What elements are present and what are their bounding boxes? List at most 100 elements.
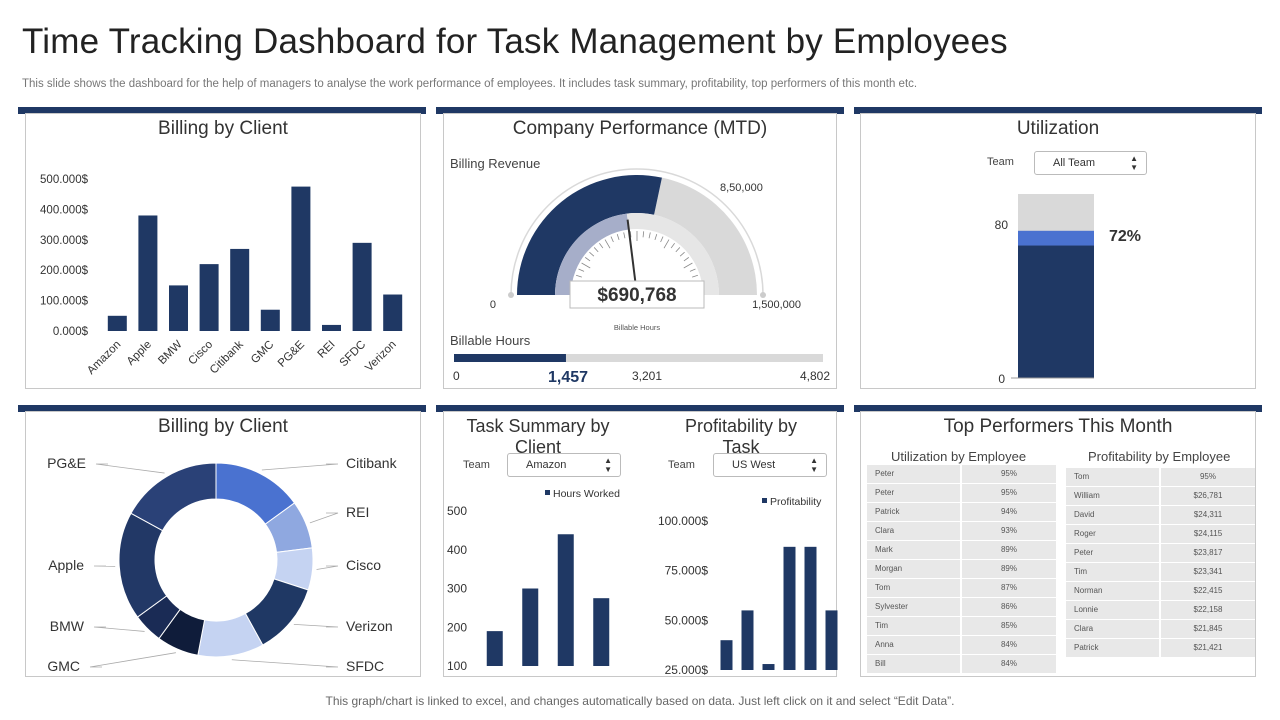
y-tick-label: 300.000$ bbox=[40, 235, 89, 247]
panel-title: Utilization bbox=[1016, 118, 1100, 139]
table-row: Anna 84% bbox=[867, 636, 1056, 655]
hours-mid-label: 3,201 bbox=[632, 369, 662, 383]
donut-label: BMW bbox=[50, 618, 85, 634]
donut-leader-line bbox=[261, 463, 339, 471]
employee-value: 87% bbox=[962, 579, 1056, 597]
gauge-tick bbox=[589, 251, 595, 257]
billing-donut-chart[interactable]: Citibank REI Cisco Verizon SFDC GMC BMW Apple PG… bbox=[26, 412, 422, 678]
panel-title: Billing by Client bbox=[158, 118, 288, 139]
table-row: Lonnie $22,158 bbox=[1066, 601, 1255, 620]
hours-max-label: 4,802 bbox=[800, 369, 830, 383]
bar bbox=[260, 309, 280, 331]
gauge-value-arc bbox=[555, 213, 629, 295]
employee-name: Tom bbox=[1066, 468, 1159, 486]
donut-leader-line bbox=[95, 463, 165, 474]
employee-name: Patrick bbox=[1066, 639, 1159, 657]
task-summary-title: Task Summary by Client bbox=[466, 416, 610, 457]
profitability-table: Tom 95% William $26,781 David $24,311 Roger $24… bbox=[1066, 468, 1255, 658]
donut-leader-line bbox=[231, 659, 339, 668]
revenue-gauge[interactable]: $690,768 Billable Hours 0 1,500,000 8,50,000… bbox=[444, 114, 838, 390]
donut-leader-line bbox=[93, 626, 145, 632]
employee-value: $21,421 bbox=[1161, 639, 1255, 657]
billing-bar-chart[interactable]: 0.000$ 100.000$ 200.000$ 300.000$ 400.000$ 50… bbox=[26, 114, 422, 390]
bar bbox=[522, 588, 539, 666]
employee-name: Tom bbox=[867, 579, 960, 597]
table-row: Clara $21,845 bbox=[1066, 620, 1255, 639]
employee-value: $24,115 bbox=[1161, 525, 1255, 543]
y-tick-label: 300 bbox=[447, 582, 467, 596]
util-value-bar bbox=[1018, 245, 1094, 378]
employee-value: $23,817 bbox=[1161, 544, 1255, 562]
donut-label: Citibank bbox=[346, 455, 398, 471]
x-tick-label: Apple bbox=[125, 339, 154, 368]
table-row: Tim $23,341 bbox=[1066, 563, 1255, 582]
panel-accent-bar bbox=[18, 405, 426, 412]
donut-leader-line bbox=[89, 652, 176, 668]
table-row: Tom 95% bbox=[1066, 468, 1255, 487]
employee-value: 89% bbox=[962, 541, 1056, 559]
task-profit-charts[interactable]: Hours Worked Profitability 100 200 300 400 500… bbox=[444, 412, 838, 678]
bar bbox=[291, 186, 311, 331]
billing-by-client-donut-panel: Billing by Client Citibank REI Cisco Verizo… bbox=[25, 411, 421, 677]
employee-name: Bill bbox=[867, 655, 960, 673]
bar bbox=[138, 215, 158, 331]
employee-value: $26,781 bbox=[1161, 487, 1255, 505]
employee-value: $23,341 bbox=[1161, 563, 1255, 581]
updown-arrows-icon: ▲ ▼ bbox=[810, 456, 818, 474]
donut-label: REI bbox=[346, 504, 369, 520]
employee-value: 95% bbox=[1161, 468, 1255, 486]
employee-name: Mark bbox=[867, 541, 960, 559]
panel-title: Company Performance (MTD) bbox=[512, 118, 768, 139]
gauge-tick bbox=[576, 274, 582, 278]
profit-team-select[interactable]: US West ▲ ▼ bbox=[713, 453, 827, 477]
x-tick-label: BMW bbox=[156, 339, 184, 367]
table-row: Tim 85% bbox=[867, 617, 1056, 636]
top-performers-panel: Top Performers This Month Utilization by… bbox=[860, 411, 1256, 677]
hours-fill bbox=[454, 354, 566, 362]
utilization-panel: Utilization Team All Team ▲ ▼ 80 0 72% bbox=[860, 113, 1256, 389]
gauge-tick bbox=[599, 242, 604, 249]
gauge-tick bbox=[654, 234, 658, 240]
y-tick-label: 400.000$ bbox=[40, 204, 89, 216]
gauge-target-arc bbox=[517, 174, 662, 295]
bar bbox=[762, 664, 775, 670]
billing-by-client-bar-panel: Billing by Client 0.000$ 100.000$ 200.000$… bbox=[25, 113, 421, 389]
employee-name: Tim bbox=[1066, 563, 1159, 581]
y-tick-label: 50.000$ bbox=[665, 613, 709, 627]
table-row: Clara 93% bbox=[867, 522, 1056, 541]
bar bbox=[107, 315, 127, 331]
employee-value: $24,311 bbox=[1161, 506, 1255, 524]
team-label: Team bbox=[987, 156, 1014, 168]
x-tick-label: Citibank bbox=[208, 338, 246, 376]
bar bbox=[557, 534, 574, 666]
team-select[interactable]: All Team ▲ ▼ bbox=[1034, 151, 1147, 175]
panel-accent-bar bbox=[854, 405, 1262, 412]
gauge-min-label: 0 bbox=[490, 299, 496, 311]
gauge-inner-track bbox=[626, 213, 719, 295]
employee-name: Morgan bbox=[867, 560, 960, 578]
gauge-tick bbox=[648, 232, 651, 239]
employee-name: Sylvester bbox=[867, 598, 960, 616]
donut-label: GMC bbox=[47, 658, 80, 674]
table-row: Patrick $21,421 bbox=[1066, 639, 1255, 658]
team-select-value: All Team bbox=[1053, 157, 1095, 169]
bar bbox=[383, 294, 403, 331]
employee-name: Peter bbox=[1066, 544, 1159, 562]
bar bbox=[593, 598, 610, 666]
billable-hours-label: Billable Hours bbox=[450, 333, 531, 348]
table-row: William $26,781 bbox=[1066, 487, 1255, 506]
page-subtitle: This slide shows the dashboard for the h… bbox=[22, 78, 918, 90]
bar bbox=[804, 546, 817, 670]
employee-value: 84% bbox=[962, 655, 1056, 673]
utilization-chart[interactable]: 80 0 72% bbox=[861, 114, 1257, 390]
employee-value: 95% bbox=[962, 484, 1056, 502]
table-row: Peter 95% bbox=[867, 465, 1056, 484]
billing-revenue-label: Billing Revenue bbox=[450, 156, 541, 171]
employee-value: $22,158 bbox=[1161, 601, 1255, 619]
donut-leader-line bbox=[293, 623, 339, 628]
table-row: Tom 87% bbox=[867, 579, 1056, 598]
task-legend-label: Hours Worked bbox=[553, 488, 620, 500]
employee-name: Lonnie bbox=[1066, 601, 1159, 619]
task-team-select[interactable]: Amazon ▲ ▼ bbox=[507, 453, 621, 477]
employee-name: Clara bbox=[1066, 620, 1159, 638]
